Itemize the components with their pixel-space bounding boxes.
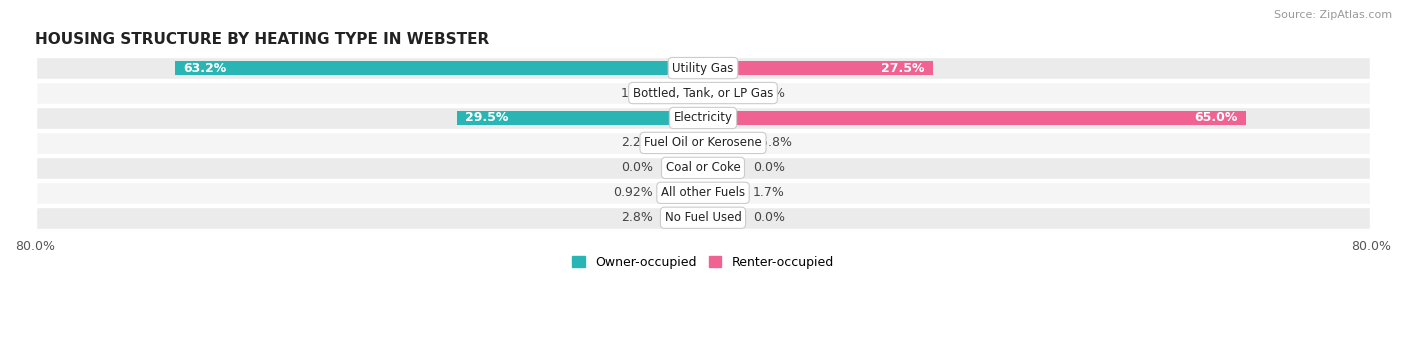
Text: 5.8%: 5.8% [759, 136, 792, 149]
Text: 1.5%: 1.5% [621, 87, 652, 100]
Bar [35, 156, 1371, 180]
Bar [703, 160, 745, 175]
Bar [703, 136, 751, 150]
Bar [35, 81, 1371, 105]
Text: 2.2%: 2.2% [621, 136, 652, 149]
Text: 29.5%: 29.5% [465, 112, 509, 124]
Bar [661, 86, 703, 100]
Text: Electricity: Electricity [673, 112, 733, 124]
Text: All other Fuels: All other Fuels [661, 186, 745, 199]
Text: 63.2%: 63.2% [184, 62, 226, 74]
Text: 65.0%: 65.0% [1194, 112, 1237, 124]
Text: 0.0%: 0.0% [754, 87, 785, 100]
Bar [703, 186, 745, 200]
Text: Fuel Oil or Kerosene: Fuel Oil or Kerosene [644, 136, 762, 149]
Text: Source: ZipAtlas.com: Source: ZipAtlas.com [1274, 10, 1392, 20]
Bar [703, 86, 745, 100]
Bar [661, 136, 703, 150]
Text: 0.0%: 0.0% [621, 162, 652, 174]
Bar [661, 160, 703, 175]
Bar [703, 111, 1246, 125]
Bar [703, 210, 745, 225]
Bar [35, 106, 1371, 130]
Bar [661, 186, 703, 200]
Text: Bottled, Tank, or LP Gas: Bottled, Tank, or LP Gas [633, 87, 773, 100]
Text: 0.0%: 0.0% [754, 162, 785, 174]
Bar [35, 56, 1371, 80]
Text: Utility Gas: Utility Gas [672, 62, 734, 74]
Text: Coal or Coke: Coal or Coke [665, 162, 741, 174]
Text: 1.7%: 1.7% [754, 186, 785, 199]
Bar [457, 111, 703, 125]
Text: 0.92%: 0.92% [613, 186, 652, 199]
Text: No Fuel Used: No Fuel Used [665, 211, 741, 224]
Bar [703, 61, 932, 75]
Bar [35, 131, 1371, 155]
Text: 27.5%: 27.5% [880, 62, 924, 74]
Text: HOUSING STRUCTURE BY HEATING TYPE IN WEBSTER: HOUSING STRUCTURE BY HEATING TYPE IN WEB… [35, 32, 489, 47]
Bar [35, 206, 1371, 230]
Text: 0.0%: 0.0% [754, 211, 785, 224]
Bar [176, 61, 703, 75]
Bar [661, 210, 703, 225]
Bar [35, 181, 1371, 205]
Legend: Owner-occupied, Renter-occupied: Owner-occupied, Renter-occupied [568, 251, 838, 274]
Text: 2.8%: 2.8% [621, 211, 652, 224]
